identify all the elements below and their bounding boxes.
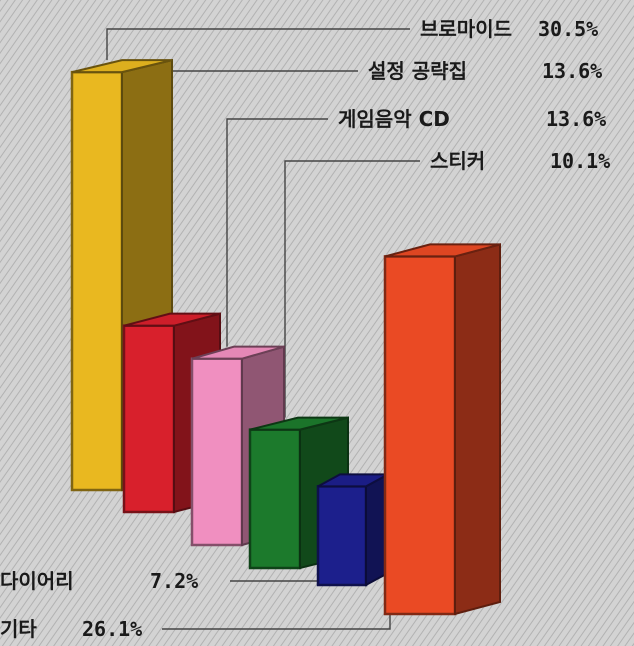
- value-label: 10.1%: [550, 149, 610, 173]
- bar: [316, 472, 389, 587]
- bar-top: [71, 59, 173, 74]
- bar-side: [454, 243, 501, 616]
- category-label: 브로마이드: [420, 17, 512, 41]
- value-label: 7.2%: [150, 569, 198, 593]
- bar-front: [383, 255, 457, 616]
- bar-top: [123, 312, 221, 327]
- value-label: 26.1%: [82, 617, 142, 641]
- bar-front: [190, 357, 244, 547]
- bar-front: [248, 428, 302, 570]
- bar-front: [316, 485, 368, 587]
- leader-line: [226, 118, 328, 347]
- category-label: 기타: [0, 617, 37, 641]
- category-label: 게임음악 CD: [338, 107, 450, 131]
- bar: [383, 243, 501, 616]
- bars: [70, 58, 501, 616]
- bar-top: [384, 243, 501, 258]
- category-label: 설정 공략집: [368, 59, 467, 83]
- category-label: 다이어리: [0, 569, 74, 593]
- value-label: 13.6%: [542, 59, 602, 83]
- leader-line: [284, 160, 420, 418]
- bar-top: [191, 345, 285, 360]
- bar-top: [249, 416, 349, 431]
- callout-labels: 브로마이드 30.5% 설정 공략집 13.6% 게임음악 CD 13.6% 스티커 10.1…: [0, 17, 610, 641]
- value-label: 30.5%: [538, 17, 598, 41]
- leader-line: [106, 28, 410, 61]
- category-label: 스티커: [430, 149, 485, 173]
- bar: [248, 416, 349, 570]
- bar-front: [70, 70, 124, 492]
- bar-front: [122, 324, 176, 514]
- value-label: 13.6%: [546, 107, 606, 131]
